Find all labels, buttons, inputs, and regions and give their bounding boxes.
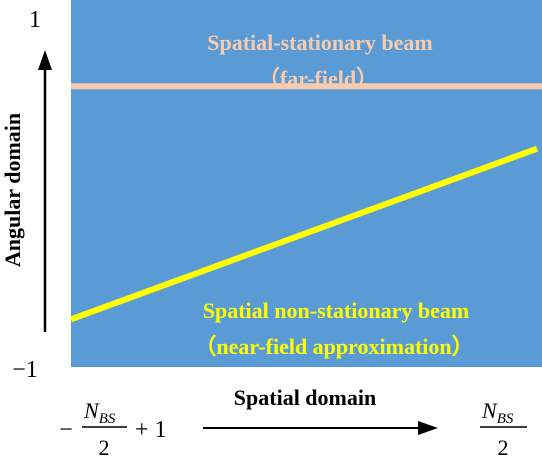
x-tick-left-suffix: + 1	[135, 417, 167, 443]
x-tick-left: − NBS 2 + 1	[59, 398, 166, 458]
stationary-beam-sublabel: （far-field）	[258, 66, 378, 91]
stationary-beam-label: Spatial-stationary beam	[207, 30, 433, 55]
plot-panel	[71, 0, 542, 367]
x-axis-label: Spatial domain	[234, 385, 376, 410]
nonstationary-beam-sublabel: （near-field approximation）	[194, 334, 473, 359]
x-tick-right-subscript: BS	[497, 411, 514, 427]
x-tick-left-subscript: BS	[99, 411, 116, 427]
x-axis-arrowhead	[418, 421, 438, 435]
x-tick-right-n: N	[481, 398, 498, 423]
x-tick-right: NBS 2	[480, 398, 527, 458]
x-tick-left-numerator: NBS	[83, 398, 116, 427]
x-tick-right-numerator: NBS	[481, 398, 514, 427]
y-tick-bottom: −1	[12, 357, 38, 383]
y-tick-top: 1	[29, 7, 41, 33]
nonstationary-beam-label: Spatial non-stationary beam	[203, 298, 469, 323]
x-tick-right-denominator: 2	[498, 435, 509, 458]
nonstationary-beam-line	[69, 145, 539, 323]
y-axis-arrowhead	[38, 50, 52, 70]
x-tick-left-n: N	[83, 398, 100, 423]
x-tick-left-sign: −	[59, 417, 73, 443]
x-tick-left-denominator: 2	[99, 435, 110, 458]
y-axis-label: Angular domain	[0, 113, 25, 267]
